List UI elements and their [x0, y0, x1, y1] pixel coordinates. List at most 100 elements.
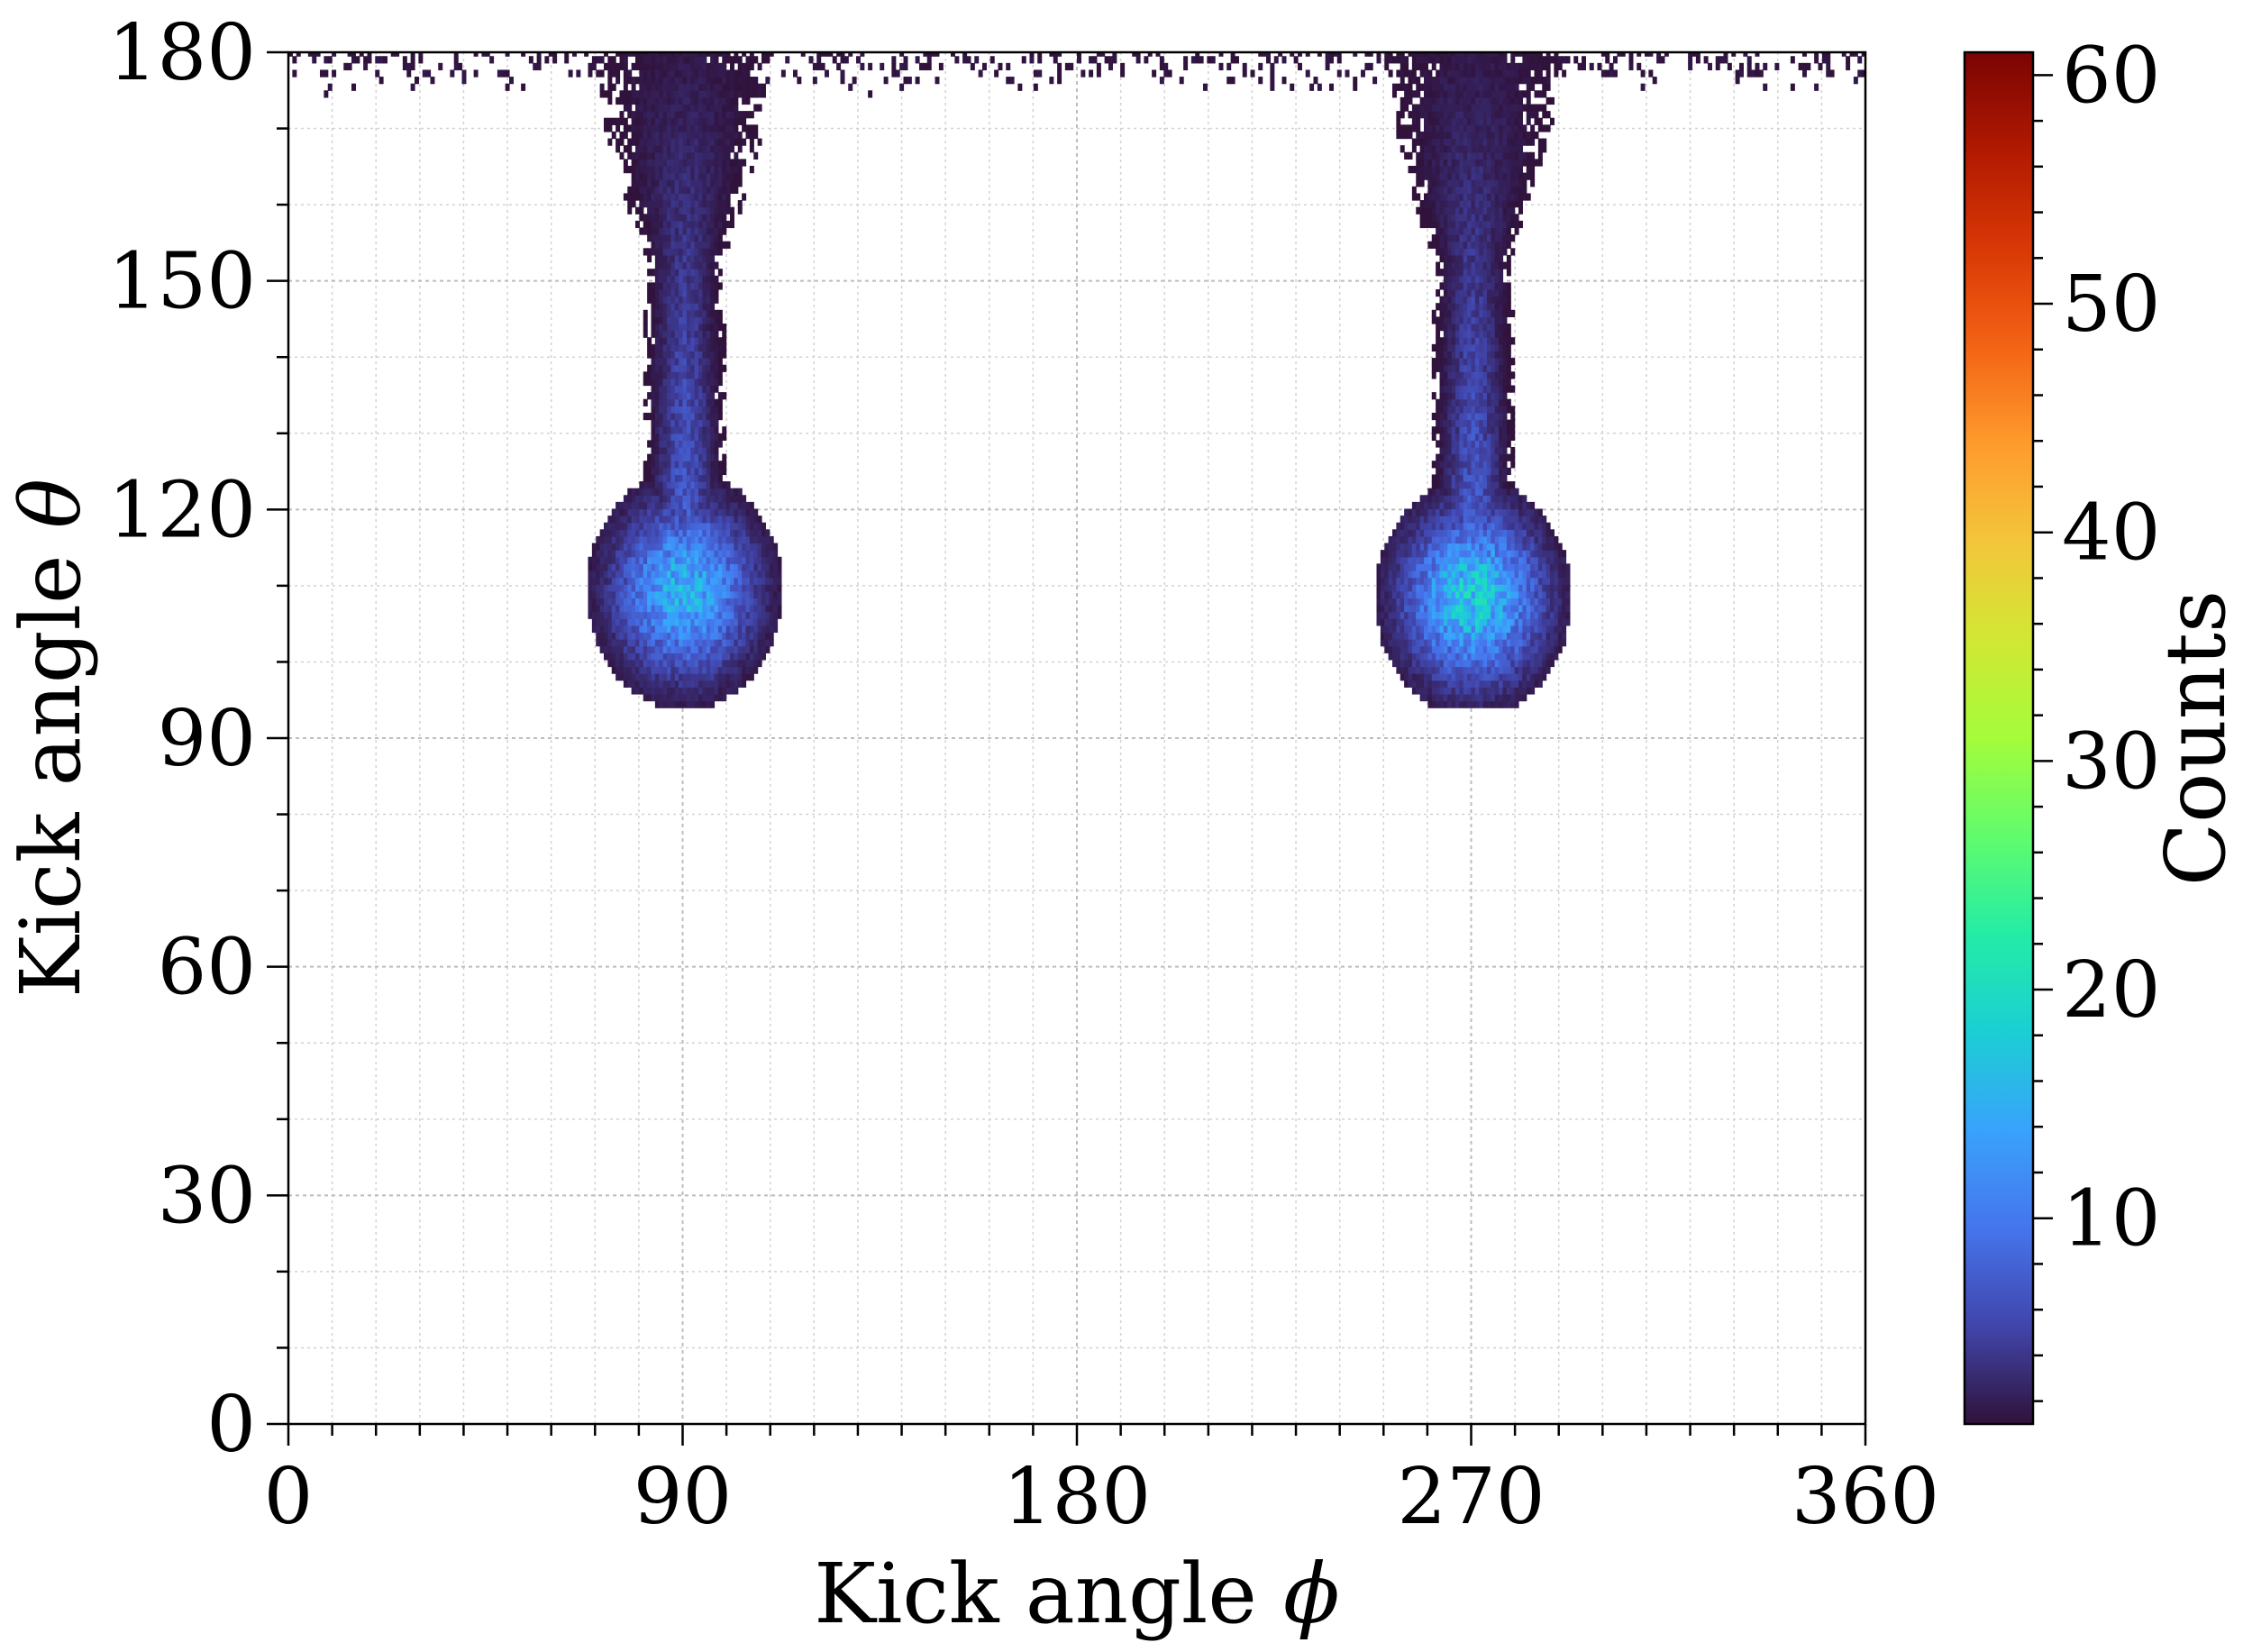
heatmap-cell: [1518, 200, 1523, 208]
heatmap-cell: [667, 159, 671, 167]
heatmap-cell: [1447, 138, 1453, 146]
heatmap-cell: [1479, 570, 1484, 579]
heatmap-cell: [591, 590, 597, 599]
heatmap-cell: [1471, 693, 1476, 702]
heatmap-cell: [717, 590, 723, 599]
heatmap-cell: [1451, 200, 1456, 208]
heatmap-cell: [1459, 131, 1464, 140]
heatmap-cell: [679, 145, 684, 153]
heatmap-cell: [1419, 666, 1425, 674]
heatmap-cell: [659, 426, 664, 434]
heatmap-cell: [753, 550, 759, 558]
heatmap-cell: [654, 611, 660, 619]
heatmap-cell: [1526, 673, 1531, 681]
heatmap-cell: [647, 364, 652, 372]
heatmap-cell: [1522, 543, 1527, 551]
heatmap-cell: [679, 309, 684, 318]
heatmap-cell: [654, 241, 660, 249]
heatmap-cell: [1451, 303, 1456, 311]
heatmap-cell: [647, 193, 652, 201]
heatmap-cell: [714, 234, 719, 242]
heatmap-cell: [1463, 351, 1468, 359]
heatmap-cell: [1487, 165, 1491, 174]
heatmap-cell: [1459, 687, 1464, 695]
heatmap-cell: [1459, 433, 1464, 441]
heatmap-cell: [1463, 693, 1468, 702]
heatmap-cell: [753, 570, 759, 579]
heatmap-cell: [1502, 234, 1508, 242]
heatmap-cell: [737, 516, 743, 524]
heatmap-cell: [1474, 508, 1480, 516]
heatmap-cell: [647, 653, 652, 661]
heatmap-cell: [662, 269, 668, 277]
heatmap-cell: [737, 666, 743, 674]
heatmap-cell: [1467, 303, 1473, 311]
heatmap-cell: [717, 131, 723, 140]
heatmap-cell: [647, 453, 652, 461]
heatmap-cell: [694, 254, 699, 263]
heatmap-cell: [619, 570, 625, 579]
heatmap-cell: [725, 632, 731, 640]
heatmap-cell: [1554, 632, 1559, 640]
heatmap-cell: [702, 618, 707, 626]
heatmap-cell: [1400, 516, 1405, 524]
heatmap-cell: [694, 563, 699, 571]
heatmap-cell: [635, 673, 640, 681]
heatmap-cell: [1419, 598, 1425, 606]
heatmap-cell: [745, 577, 751, 585]
heatmap-cell: [647, 543, 652, 551]
heatmap-cell: [1419, 179, 1425, 187]
heatmap-cell: [1443, 666, 1448, 674]
heatmap-cell: [1474, 426, 1480, 434]
heatmap-cell: [1491, 371, 1496, 379]
heatmap-cell: [686, 248, 691, 256]
heatmap-cell: [710, 508, 716, 516]
heatmap-cell: [1499, 131, 1504, 140]
heatmap-cell: [694, 426, 699, 434]
heatmap-cell: [667, 269, 671, 277]
heatmap-cell: [1471, 358, 1476, 366]
heatmap-cell: [679, 165, 684, 174]
heatmap-cell: [1443, 330, 1448, 338]
heatmap-cell: [710, 481, 716, 489]
heatmap-cell: [742, 516, 747, 524]
heatmap-cell: [670, 687, 676, 695]
heatmap-cell: [694, 529, 699, 537]
heatmap-cell: [686, 165, 691, 174]
heatmap-cell: [698, 131, 703, 140]
heatmap-cell: [1436, 481, 1441, 489]
heatmap-cell: [1455, 364, 1460, 372]
heatmap-cell: [599, 645, 605, 653]
heatmap-cell: [706, 550, 711, 558]
heatmap-cell: [1471, 316, 1476, 324]
heatmap-cell: [654, 659, 660, 668]
heatmap-cell: [1455, 254, 1460, 263]
heatmap-cell: [1491, 467, 1496, 476]
heatmap-cell: [1463, 220, 1468, 229]
heatmap-cell: [615, 516, 621, 524]
heatmap-cell: [706, 461, 711, 469]
heatmap-cell: [1494, 446, 1500, 455]
heatmap-cell: [1514, 577, 1519, 585]
heatmap-cell: [722, 625, 727, 634]
heatmap-cell: [1506, 467, 1511, 476]
heatmap-cell: [702, 501, 707, 510]
heatmap-cell: [1467, 406, 1473, 414]
heatmap-cell: [686, 406, 691, 414]
heatmap-cell: [1431, 206, 1436, 214]
heatmap-cell: [706, 385, 711, 393]
heatmap-cell: [1494, 563, 1500, 571]
heatmap-cell: [1431, 392, 1436, 400]
heatmap-cell: [1451, 241, 1456, 249]
heatmap-cell: [1419, 214, 1425, 222]
heatmap-cell: [722, 590, 727, 599]
heatmap-cell: [639, 673, 644, 681]
heatmap-cell: [1443, 172, 1448, 180]
heatmap-cell: [615, 550, 621, 558]
heatmap-cell: [1471, 639, 1476, 647]
heatmap-cell: [1463, 330, 1468, 338]
heatmap-cell: [611, 543, 616, 551]
heatmap-cell: [1506, 440, 1511, 448]
heatmap-cell: [1530, 508, 1536, 516]
heatmap-cell: [639, 605, 644, 613]
